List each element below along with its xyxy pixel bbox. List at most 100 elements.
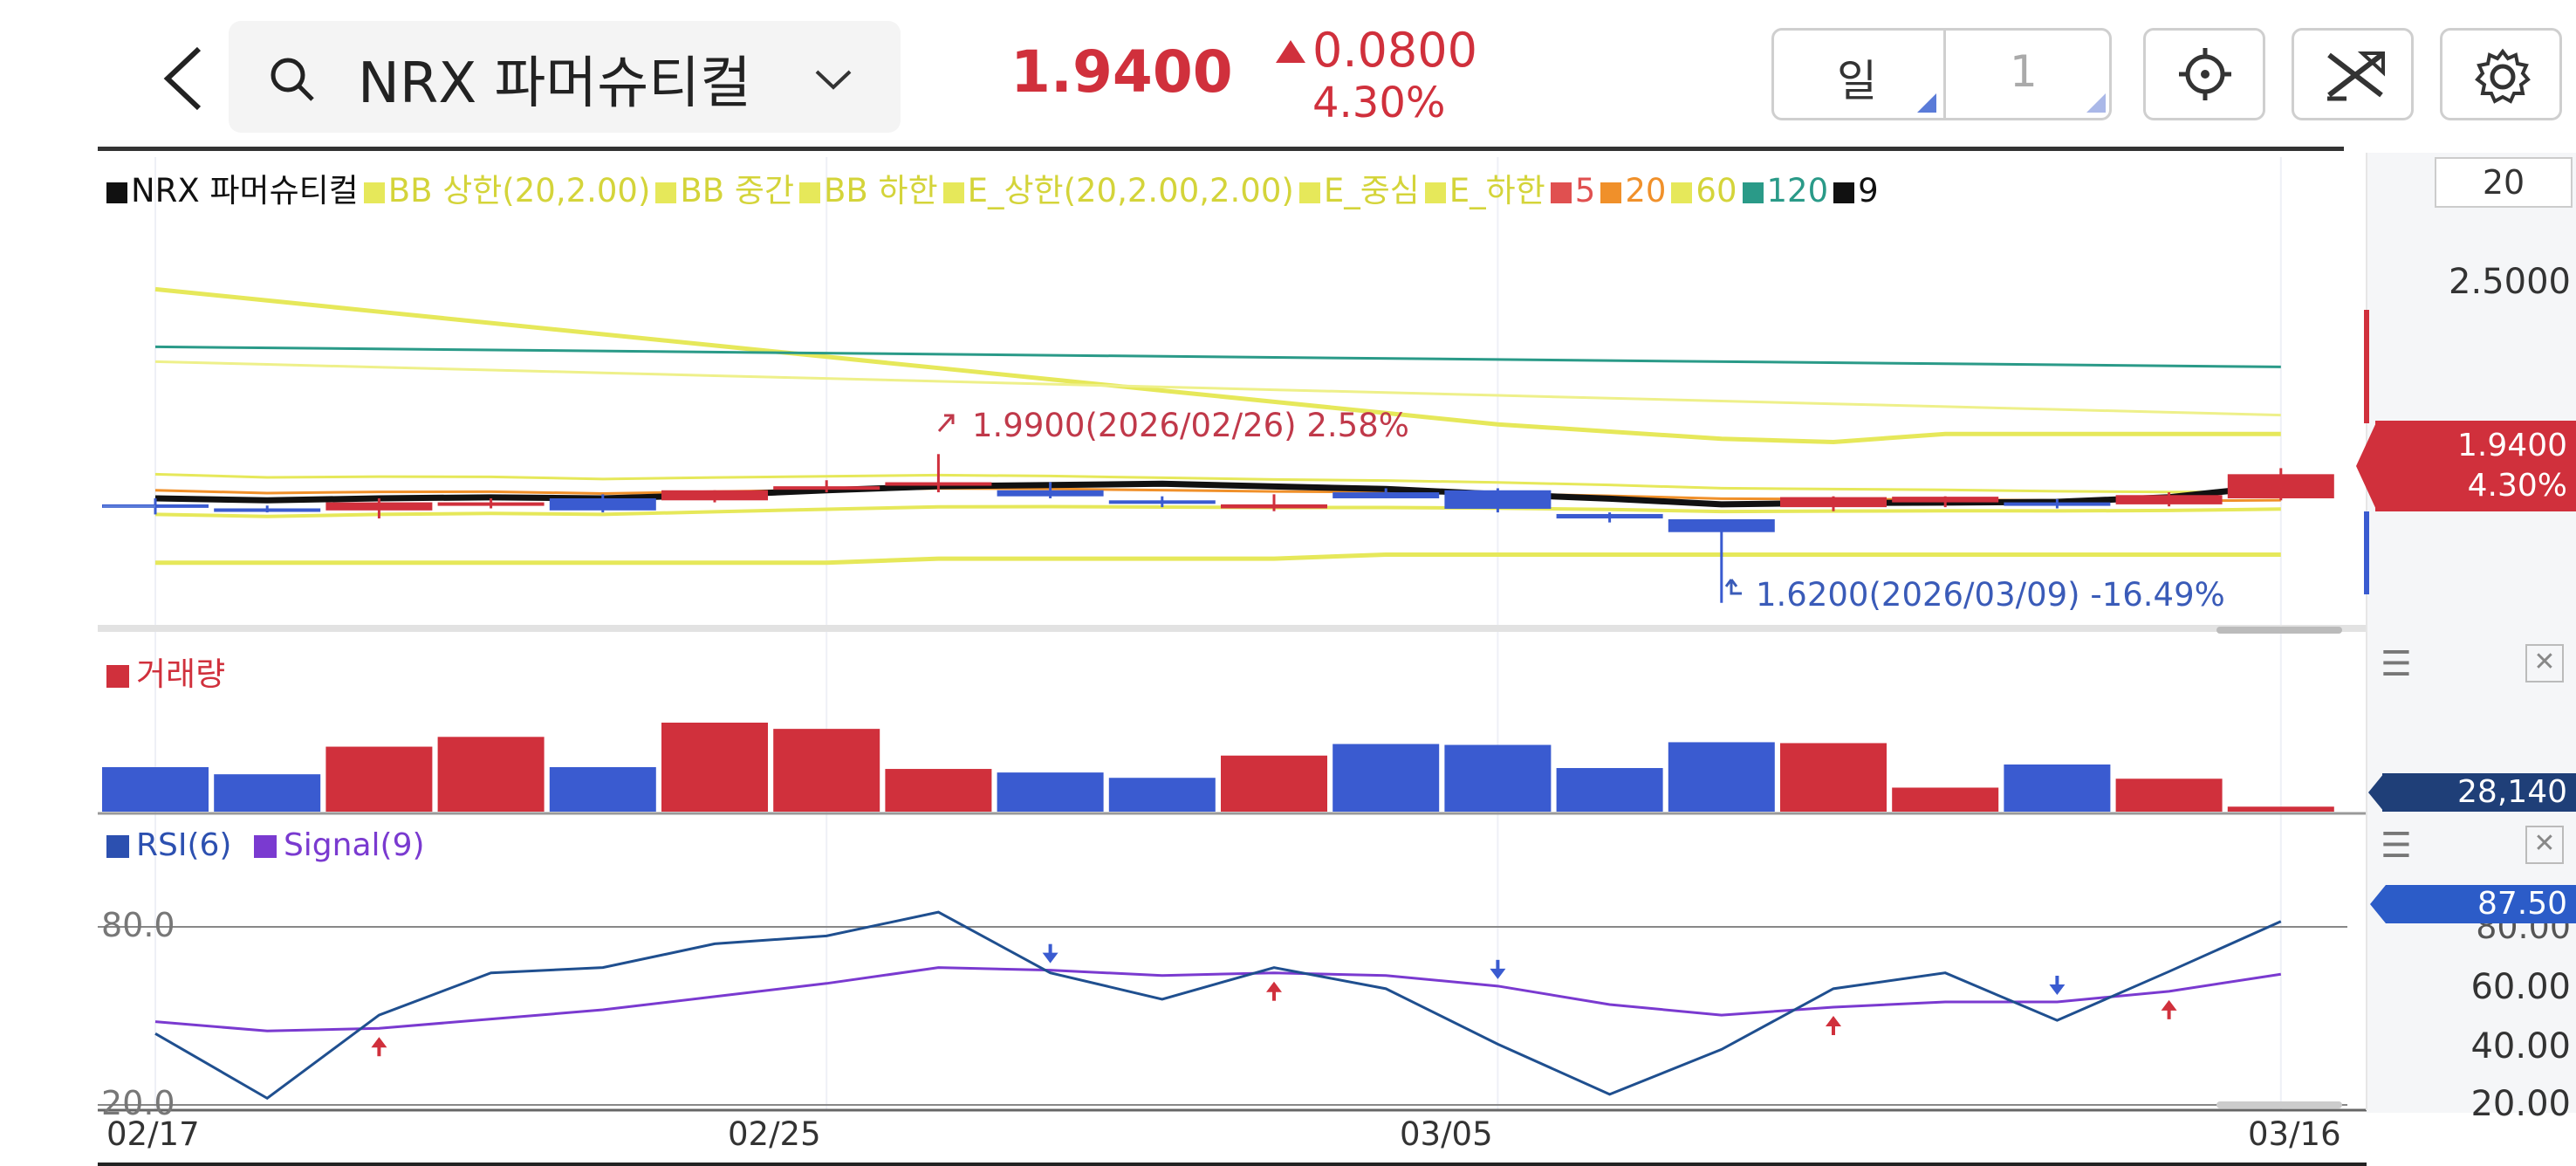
volume-bar [549,767,656,812]
legend-swatch [1298,182,1320,203]
stock-search-box[interactable] [229,21,901,133]
chart-grid [154,153,2576,1113]
legend-item: 9 [1858,172,1879,209]
volume-bar [1108,778,1216,812]
legend-swatch [106,182,127,203]
candle-body [1333,492,1440,498]
price-axis-label: 2.5000 [2449,262,2571,302]
rsi-line-80-label: 80.0 [101,906,175,944]
ma120-line [154,345,2281,368]
volume-bars [102,723,2334,812]
volume-bar [325,746,433,812]
volume-bar [1668,742,1775,812]
candle-body [773,486,880,490]
volume-menu-icon[interactable]: ☰ [2381,644,2412,684]
legend-item: E_상한(20,2.00,2.00) [967,172,1294,209]
price-tag: 1.9400 4.30% [2375,421,2576,511]
period-value[interactable]: 1 [2010,46,2038,97]
candle-body [885,482,992,486]
volume-bar [437,737,545,812]
bb-middle-line [154,472,2281,494]
high-pointer-icon [937,414,955,432]
axis-count-box[interactable]: 20 [2435,157,2573,208]
legend-swatch [1424,182,1446,203]
price-legend: NRX 파머슈티컬 BB 상한(20,2.00) BB 중간 BB 하한 E_상한(20… [106,164,1879,209]
volume-tag-arrow [2368,773,2384,812]
buy-arrow [1826,1016,1841,1027]
ma60-line [154,504,2281,518]
stock-name: NRX 파머슈티컬 [358,51,751,116]
candle-body [214,508,321,512]
settings-button[interactable] [2440,28,2562,120]
range-bar-down [2364,511,2369,594]
legend-swatch [1550,182,1572,203]
rsi-legend: RSI(6) Signal(9) [106,827,425,863]
legend-item: BB 하한 [824,172,938,209]
rsi-menu-icon[interactable]: ☰ [2381,826,2412,866]
volume-close-button[interactable]: ✕ [2525,644,2564,682]
back-icon[interactable] [157,44,209,113]
legend-item: E_중심 [1323,172,1420,209]
header-divider [98,147,2344,151]
low-pointer-icon [1724,579,1742,595]
candle-body [1108,500,1216,504]
volume-bar [214,774,321,812]
legend-item: 60 [1696,172,1737,209]
candle-body [1668,518,1775,532]
top-toolbar: NRX 파머슈티컬 1.9400 0.0800 4.30% 일 1 [0,0,2576,148]
sell-arrow [1490,968,1506,979]
x-axis-label: 02/25 [728,1115,821,1153]
legend-swatch [942,182,964,203]
price-tag-arrow [2356,421,2377,511]
unit-dropdown-icon [1917,93,1936,113]
rsi-axis-60: 60.00 [2470,967,2571,1007]
rsi-legend-label: RSI(6) [136,827,232,863]
range-bar-up [2364,310,2369,423]
volume-bar [1444,744,1552,812]
rsi-line-20-label: 20.0 [101,1084,175,1122]
period-unit[interactable]: 일 [1837,56,1877,106]
legend-swatch [655,182,677,203]
legend-item: 20 [1625,172,1667,209]
up-triangle-icon [1276,40,1305,63]
legend-item: 5 [1574,172,1596,209]
ma9-line [154,480,2282,508]
bollinger-bands [154,286,2282,566]
candle-body [2004,502,2111,506]
candle-body [1556,513,1663,519]
price-change: 0.0800 [1312,23,1477,78]
chevron-down-icon[interactable] [812,61,855,96]
draw-tool-icon [2327,51,2385,101]
rsi-close-button[interactable]: ✕ [2525,826,2564,864]
period-selector[interactable]: 일 1 [1771,28,2112,120]
candle-body [1221,504,1327,509]
signal-line [154,966,2282,1032]
candle-body [1444,490,1552,509]
legend-item: E_하한 [1449,172,1545,209]
volume-legend-label: 거래량 [136,655,226,693]
signal-legend-label: Signal(9) [283,827,425,863]
crosshair-button[interactable] [2143,28,2265,120]
rsi-axis-40: 40.00 [2470,1026,2571,1067]
volume-bar [773,729,880,812]
scrollbar-thumb [2216,1101,2342,1108]
volume-tag: 28,140 [2382,773,2576,812]
volume-bar [1780,743,1887,812]
volume-bar [997,772,1104,812]
sell-arrow [2049,984,2066,995]
right-axis-panel [2367,153,2576,1113]
candlesticks [102,414,2334,603]
value-dropdown-icon [2086,93,2106,113]
legend-swatch [1742,182,1764,203]
price-tag-pct: 4.30% [2467,468,2567,504]
candle-body [2115,495,2223,504]
candle-body [1892,497,1999,503]
volume-bar [885,769,992,812]
drawing-tool-button[interactable] [2292,28,2414,120]
volume-bar [2115,778,2223,812]
rsi-line [154,910,2282,1101]
bb-upper-line [154,286,2281,444]
legend-item: BB 중간 [680,172,795,209]
price-change-pct: 4.30% [1312,79,1446,127]
